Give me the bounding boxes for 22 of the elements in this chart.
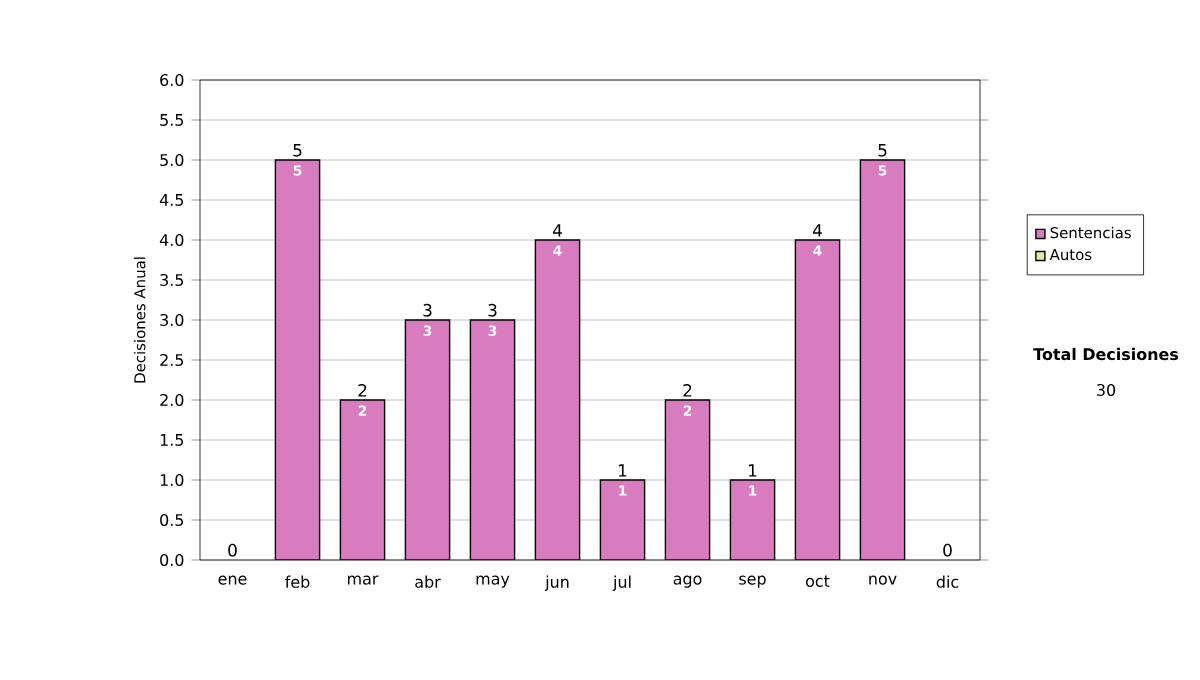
bar — [275, 160, 320, 560]
bar — [859, 159, 906, 560]
bar — [795, 240, 840, 560]
total-label: 4 — [552, 224, 562, 237]
total-label: 1 — [618, 464, 627, 477]
bar — [340, 400, 385, 560]
total-label: 4 — [812, 224, 822, 237]
total-label: 3 — [488, 303, 497, 317]
total-label: 5 — [878, 144, 887, 157]
bar — [665, 400, 710, 560]
bar — [535, 240, 580, 560]
total-label: 2 — [683, 384, 692, 397]
bar — [730, 480, 775, 560]
total-label: 5 — [293, 144, 302, 157]
bar — [470, 320, 515, 560]
total-label: 3 — [423, 303, 432, 317]
total-label: 0 — [228, 543, 237, 557]
total-label: 0 — [943, 543, 952, 557]
bar — [405, 320, 450, 560]
total-label: 1 — [748, 464, 757, 477]
bar — [600, 480, 645, 560]
total-label: 2 — [358, 384, 367, 397]
